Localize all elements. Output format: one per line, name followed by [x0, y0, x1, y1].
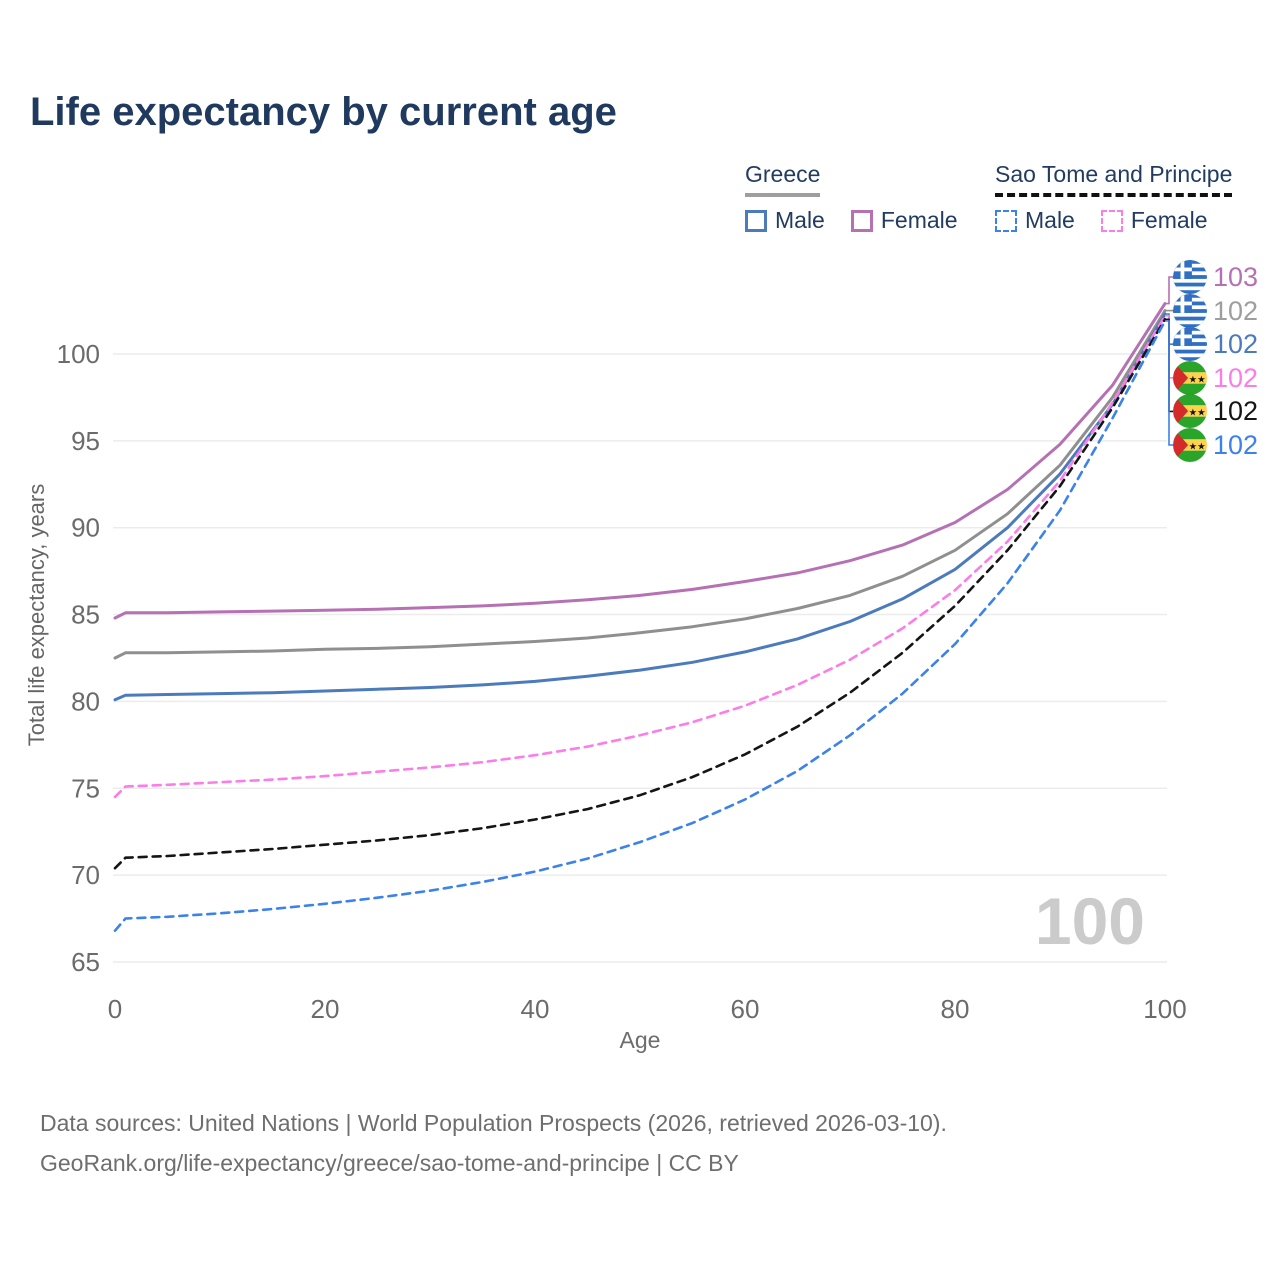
x-tick-80: 80: [941, 994, 970, 1024]
end-label-connectors: [1165, 276, 1173, 446]
y-tick-95: 95: [71, 426, 100, 456]
series-line-greece-female[interactable]: [113, 302, 1167, 620]
series-line-greece-both-sexes[interactable]: [113, 309, 1167, 660]
axis-ticks: 65 70 75 80 85 90 95 100 0 20 40 60 80 100: [57, 339, 1187, 1024]
x-axis-title: Age: [620, 1027, 661, 1053]
y-tick-85: 85: [71, 600, 100, 630]
hover-age-watermark: 100: [1035, 884, 1145, 958]
greece-flag-icon: [1173, 327, 1207, 361]
y-tick-80: 80: [71, 686, 100, 716]
legend-swatch-sao-tome-female[interactable]: [1100, 209, 1123, 232]
series-line-greece-male[interactable]: [113, 312, 1167, 702]
legend-country-sao-tome[interactable]: Sao Tome and Principe: [995, 161, 1233, 197]
end-label-value: 102: [1213, 329, 1259, 360]
end-label-sao-tome-male: 102: [1173, 428, 1258, 462]
legend-swatch-sao-tome-male[interactable]: [995, 209, 1017, 232]
x-tick-100: 100: [1143, 994, 1186, 1024]
end-label-sao-tome-both: 102: [1173, 394, 1258, 428]
sao-tome-flag-icon: [1173, 361, 1207, 395]
y-tick-65: 65: [71, 947, 100, 977]
x-tick-0: 0: [108, 994, 122, 1024]
attribution-text: GeoRank.org/life-expectancy/greece/sao-t…: [40, 1150, 739, 1176]
sao-tome-flag-icon: [1173, 394, 1207, 428]
end-label-value: 102: [1213, 362, 1259, 393]
legend-group-greece: Greece Male Female: [745, 161, 976, 234]
legend-label-sao-tome-female[interactable]: Female: [1130, 207, 1208, 233]
series-lines: [113, 302, 1167, 933]
gridlines: [113, 353, 1167, 963]
y-axis-title: Total life expectancy, years: [24, 484, 49, 747]
y-tick-90: 90: [71, 513, 100, 543]
x-tick-60: 60: [731, 994, 760, 1024]
y-tick-70: 70: [71, 860, 100, 890]
x-tick-40: 40: [521, 994, 550, 1024]
end-label-greece-both: 102: [1173, 294, 1258, 328]
series-line-sao-tome-and-principe-female[interactable]: [113, 314, 1167, 799]
legend-swatch-greece-female[interactable]: [850, 209, 873, 232]
end-label-sao-tome-female: 102: [1173, 361, 1258, 395]
legend-label-greece-female[interactable]: Female: [880, 207, 958, 233]
sao-tome-flag-icon: [1173, 428, 1207, 462]
data-sources-text: Data sources: United Nations | World Pop…: [40, 1110, 947, 1136]
x-tick-20: 20: [311, 994, 340, 1024]
end-label-value: 102: [1213, 430, 1259, 460]
end-label-greece-male: 102: [1173, 327, 1258, 361]
page-title: Life expectancy by current age: [30, 90, 617, 134]
series-line-sao-tome-and-principe-male[interactable]: [113, 319, 1167, 933]
y-tick-75: 75: [71, 773, 100, 803]
legend-group-sao-tome: Sao Tome and Principe Male Female: [995, 161, 1233, 234]
legend-label-sao-tome-male[interactable]: Male: [1025, 207, 1075, 233]
end-label-greece-female: 103: [1173, 260, 1258, 294]
legend-label-greece-male[interactable]: Male: [775, 207, 825, 233]
greece-flag-icon: [1173, 260, 1207, 294]
end-label-value: 102: [1213, 295, 1259, 326]
connector-greece-female: [1165, 276, 1173, 305]
greece-flag-icon: [1173, 294, 1207, 328]
series-line-sao-tome-and-principe-both-sexes[interactable]: [113, 317, 1167, 870]
legend-country-greece[interactable]: Greece: [745, 161, 821, 197]
y-tick-100: 100: [57, 339, 100, 369]
legend-swatch-greece-male[interactable]: [745, 209, 767, 232]
end-label-value: 102: [1213, 396, 1259, 427]
connector-sao-tome-and-principe-male: [1165, 320, 1173, 446]
end-label-value: 103: [1213, 262, 1259, 292]
